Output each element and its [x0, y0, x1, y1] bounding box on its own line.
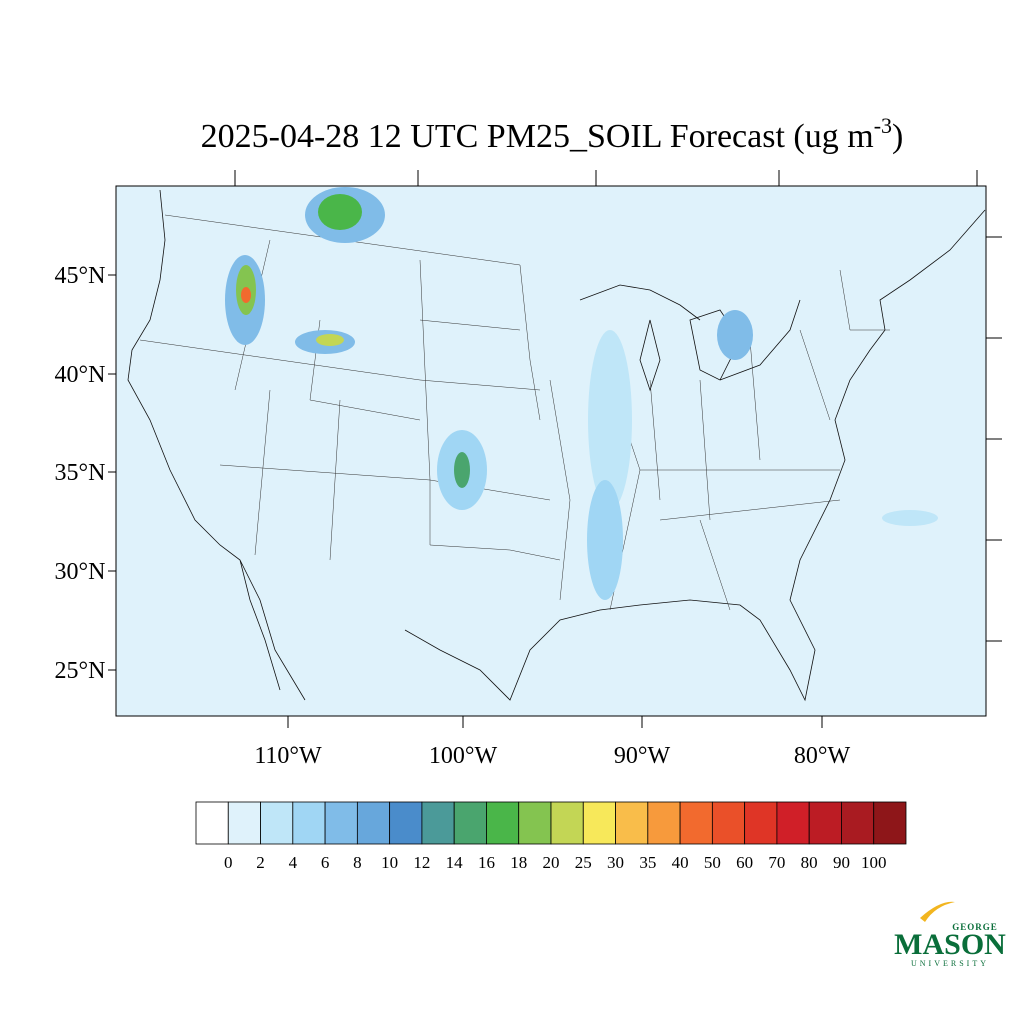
lon-label: 90°W: [614, 743, 671, 769]
title-main: 2025-04-28 12 UTC PM25_SOIL Forecast (ug…: [201, 118, 874, 155]
colorbar-box: [195, 801, 229, 845]
colorbar-box: [324, 801, 358, 845]
lon-label: 80°W: [794, 743, 851, 769]
colorbar-box: [227, 801, 261, 845]
colorbar-label: 80: [801, 853, 818, 872]
colorbar-box: [776, 801, 810, 845]
colorbar-label: 12: [413, 853, 430, 872]
colorbar-label: 100: [861, 853, 887, 872]
title-end: ): [892, 118, 903, 155]
colorbar-label: 20: [543, 853, 560, 872]
great-lakes: [579, 284, 801, 392]
colorbar-box: [841, 801, 875, 845]
colorbar-label: 30: [607, 853, 624, 872]
coastline: [127, 189, 986, 702]
colorbar-box: [550, 801, 584, 845]
map-frame: [115, 185, 987, 717]
logo-swoosh: [920, 901, 955, 922]
colorbar-box: [389, 801, 423, 845]
lat-label: 40°N: [55, 362, 106, 388]
colorbar-label: 70: [768, 853, 785, 872]
colorbar-label: 40: [672, 853, 689, 872]
colorbar-label: 0: [224, 853, 233, 872]
colorbar-label: 18: [510, 853, 527, 872]
colorbar-box: [421, 801, 455, 845]
colorbar-box: [260, 801, 294, 845]
colorbar-box: [679, 801, 713, 845]
colorbar-box: [292, 801, 326, 845]
lat-label: 45°N: [55, 263, 106, 289]
colorbar-label: 16: [478, 853, 495, 872]
colorbar-label: 2: [256, 853, 265, 872]
colorbar-label: 60: [736, 853, 753, 872]
colorbar-box: [453, 801, 487, 845]
logo-top: GEORGE: [952, 922, 998, 932]
map: 45°N 40°N 35°N 30°N 25°N 110°W 100°W 90°W 80°W: [55, 170, 1002, 769]
title: 2025-04-28 12 UTC PM25_SOIL Forecast (ug…: [201, 113, 904, 155]
colorbar-label: 14: [446, 853, 464, 872]
colorbar-box: [744, 801, 778, 845]
pm-plumes: [225, 187, 938, 600]
logo: GEORGE MASON UNIVERSITY: [894, 901, 1006, 968]
lat-label: 35°N: [55, 460, 106, 486]
colorbar-box: [647, 801, 681, 845]
colorbar-box: [582, 801, 616, 845]
colorbar-box: [873, 801, 907, 845]
lat-label: 25°N: [55, 658, 106, 684]
lat-label: 30°N: [55, 559, 106, 585]
colorbar-label: 4: [289, 853, 298, 872]
colorbar-box: [486, 801, 520, 845]
colorbar-label: 50: [704, 853, 721, 872]
colorbar-label: 6: [321, 853, 330, 872]
colorbar-label: 35: [639, 853, 656, 872]
colorbar: 0 2 4 6 8 10 12 14 16 18 20 25 30 35 40 50 60 70 80 90 100: [195, 801, 907, 872]
colorbar-box: [356, 801, 391, 845]
colorbar-label: 8: [353, 853, 362, 872]
colorbar-box: [615, 801, 649, 845]
colorbar-box: [518, 801, 552, 845]
colorbar-label: 10: [381, 853, 398, 872]
logo-bottom: UNIVERSITY: [911, 959, 989, 968]
map-ticks: 45°N 40°N 35°N 30°N 25°N 110°W 100°W 90°W 80°W: [55, 170, 1002, 769]
title-sup: -3: [874, 113, 892, 138]
lon-label: 110°W: [254, 743, 322, 769]
colorbar-label: 90: [833, 853, 850, 872]
lon-label: 100°W: [429, 743, 498, 769]
colorbar-box: [808, 801, 842, 845]
logo-name: MASON: [894, 928, 1006, 961]
colorbar-label: 25: [575, 853, 592, 872]
colorbar-box: [711, 801, 746, 845]
